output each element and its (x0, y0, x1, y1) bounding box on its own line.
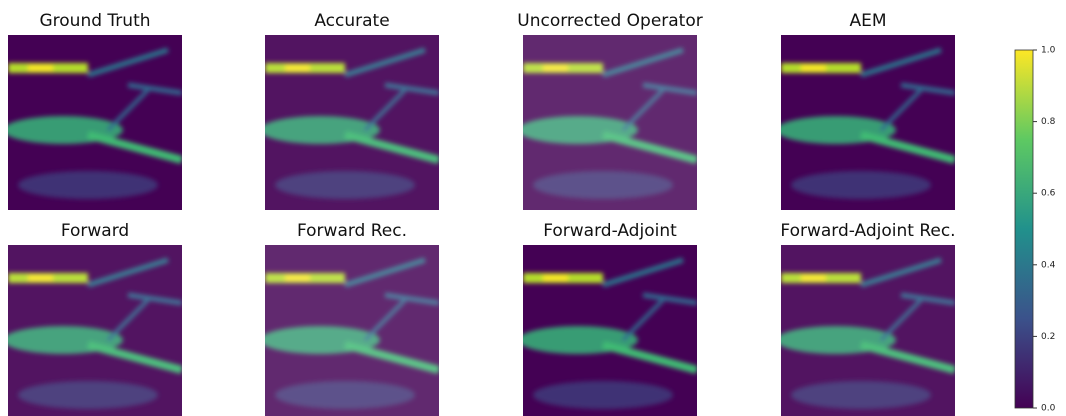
colorbar-tick-label: 1.0 (1041, 46, 1056, 56)
panel-image (518, 35, 697, 210)
panel-image (776, 245, 955, 416)
colorbar (1015, 50, 1033, 408)
panel-title: Uncorrected Operator (517, 11, 703, 31)
colorbar-tick-label: 0.6 (1041, 189, 1056, 199)
colorbar-tick-label: 0.0 (1041, 404, 1056, 414)
panel-image (260, 35, 439, 210)
panel-grid: Ground Truth Accurate Uncorrected Operator… (3, 11, 956, 416)
panel-title: Accurate (314, 11, 389, 31)
colorbar-ticks: 0.0 0.2 0.4 0.6 0.8 1.0 (1033, 46, 1056, 414)
panel-image (3, 35, 182, 210)
panel-image (260, 245, 439, 416)
panel-title: Forward Rec. (297, 221, 407, 241)
panel-title: Forward (61, 221, 129, 241)
colorbar-tick-label: 0.8 (1041, 117, 1056, 127)
colorbar-tick-label: 0.2 (1041, 332, 1055, 342)
panel-title: Ground Truth (39, 11, 150, 31)
panel-title: Forward-Adjoint (543, 221, 677, 241)
panel-title: AEM (849, 11, 886, 31)
panel-image (518, 245, 697, 416)
panel-image (776, 35, 955, 210)
figure: Ground Truth Accurate Uncorrected Operator… (0, 0, 1066, 416)
panel-image (3, 245, 182, 416)
colorbar-tick-label: 0.4 (1041, 260, 1056, 270)
panel-title: Forward-Adjoint Rec. (780, 221, 955, 241)
